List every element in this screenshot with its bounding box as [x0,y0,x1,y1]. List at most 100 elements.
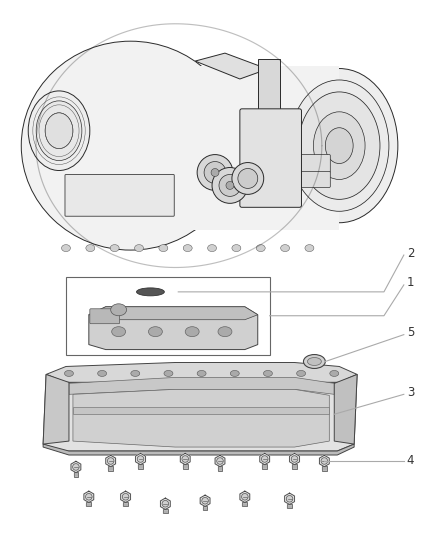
Ellipse shape [64,370,74,376]
Ellipse shape [264,370,272,376]
Ellipse shape [297,370,306,376]
Polygon shape [334,375,357,444]
Polygon shape [89,307,258,350]
Ellipse shape [131,370,140,376]
Polygon shape [180,453,190,465]
Text: 2: 2 [407,247,414,260]
Ellipse shape [218,327,232,337]
Ellipse shape [137,288,164,296]
Polygon shape [73,407,329,414]
FancyBboxPatch shape [293,172,330,188]
FancyBboxPatch shape [240,109,301,207]
Ellipse shape [305,245,314,252]
Ellipse shape [217,458,223,464]
Polygon shape [138,464,143,469]
Ellipse shape [286,496,293,502]
Ellipse shape [330,370,339,376]
Text: 4: 4 [407,455,414,467]
Ellipse shape [290,80,389,211]
Polygon shape [71,461,81,473]
Ellipse shape [211,168,219,176]
Ellipse shape [212,167,248,203]
Ellipse shape [86,245,95,252]
Ellipse shape [85,494,92,500]
Polygon shape [86,502,91,506]
Polygon shape [43,444,354,455]
Ellipse shape [281,69,398,223]
Ellipse shape [61,245,71,252]
Ellipse shape [238,168,258,188]
Polygon shape [74,472,78,477]
Text: 5: 5 [407,326,414,339]
Polygon shape [195,53,268,79]
Text: 1: 1 [407,277,414,289]
Ellipse shape [314,112,365,180]
Ellipse shape [256,245,265,252]
Polygon shape [89,307,258,320]
Ellipse shape [182,456,188,462]
Bar [180,66,339,230]
Ellipse shape [281,245,290,252]
Polygon shape [136,453,145,465]
FancyBboxPatch shape [65,174,174,216]
Polygon shape [242,502,247,506]
Polygon shape [215,455,225,467]
Ellipse shape [232,245,241,252]
Ellipse shape [28,91,90,171]
Polygon shape [73,389,329,447]
Polygon shape [262,464,267,469]
Bar [66,277,270,354]
FancyBboxPatch shape [293,155,330,173]
Polygon shape [46,362,357,382]
Ellipse shape [137,456,144,462]
Ellipse shape [232,163,264,195]
Ellipse shape [325,128,353,164]
Ellipse shape [36,101,82,160]
Polygon shape [322,466,327,471]
Text: 3: 3 [407,386,414,399]
Polygon shape [69,377,334,394]
Ellipse shape [197,155,233,190]
Ellipse shape [204,161,226,183]
Ellipse shape [230,370,239,376]
Ellipse shape [219,174,241,196]
Ellipse shape [98,370,106,376]
Ellipse shape [112,327,126,337]
Polygon shape [106,455,116,467]
Polygon shape [108,466,113,471]
Polygon shape [218,466,223,471]
Ellipse shape [111,304,127,316]
Ellipse shape [307,358,321,366]
Ellipse shape [261,456,268,462]
Polygon shape [43,375,69,444]
Polygon shape [121,491,131,503]
Polygon shape [287,504,292,508]
Polygon shape [163,509,168,513]
FancyBboxPatch shape [90,309,120,324]
Ellipse shape [197,370,206,376]
Polygon shape [240,491,250,503]
Polygon shape [43,375,357,451]
Polygon shape [84,491,94,503]
Polygon shape [203,506,208,511]
Ellipse shape [304,354,325,368]
Ellipse shape [226,181,234,189]
Ellipse shape [21,41,240,250]
Polygon shape [285,493,294,504]
Ellipse shape [110,245,119,252]
Ellipse shape [148,327,162,337]
Ellipse shape [159,245,168,252]
Bar [258,59,279,111]
Polygon shape [200,495,210,506]
Polygon shape [319,455,329,467]
Ellipse shape [183,245,192,252]
Ellipse shape [164,370,173,376]
Ellipse shape [321,458,328,464]
Ellipse shape [122,494,129,500]
Ellipse shape [45,113,73,149]
Polygon shape [290,453,300,465]
Ellipse shape [298,92,380,199]
Ellipse shape [73,464,79,470]
Ellipse shape [134,245,144,252]
Ellipse shape [208,245,216,252]
